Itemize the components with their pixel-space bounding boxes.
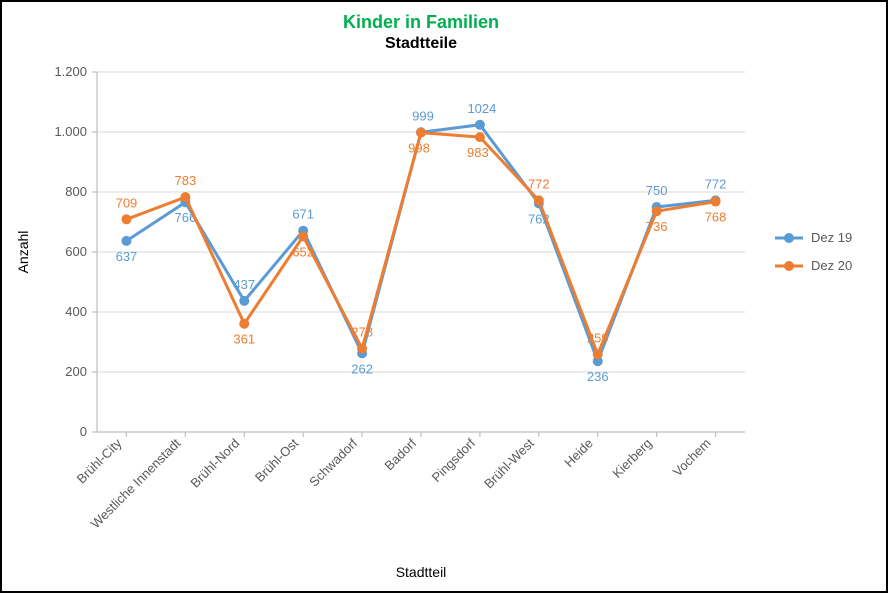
series-marker [416, 128, 426, 138]
data-label: 1024 [467, 101, 496, 116]
x-category-label: Kierberg [609, 436, 654, 481]
series-marker [121, 214, 131, 224]
x-category-label: Brühl-West [481, 435, 537, 491]
data-label: 437 [233, 277, 255, 292]
x-category-label: Badorf [381, 435, 419, 473]
data-label: 361 [233, 332, 255, 347]
x-category-label: Schwadorf [306, 435, 360, 489]
x-category-label: Vochem [670, 436, 714, 480]
legend-marker [784, 233, 794, 243]
x-axis-title: Stadtteil [396, 564, 447, 580]
data-label: 259 [587, 330, 609, 345]
data-label: 652 [292, 244, 314, 259]
series-marker [711, 197, 721, 207]
series-marker [298, 231, 308, 241]
series-line [126, 125, 715, 361]
data-label: 750 [646, 183, 668, 198]
data-label: 772 [705, 176, 727, 191]
line-chart: Kinder in Familien Stadtteile 0 200 400 600 80… [2, 2, 886, 591]
data-label: 637 [116, 249, 138, 264]
data-label: 709 [116, 195, 138, 210]
y-tick-label: 600 [65, 244, 87, 259]
data-label: 262 [351, 361, 373, 376]
series-marker [652, 206, 662, 216]
data-label: 999 [412, 108, 434, 123]
y-tick-label: 0 [80, 424, 87, 439]
data-label: 671 [292, 207, 314, 222]
series-marker [180, 192, 190, 202]
series-marker [121, 236, 131, 246]
x-category-label: Pingsdorf [429, 435, 479, 485]
legend-label: Dez 20 [811, 258, 852, 273]
data-label: 736 [646, 219, 668, 234]
y-tick-label: 800 [65, 184, 87, 199]
series-marker [239, 296, 249, 306]
series-marker [357, 344, 367, 354]
y-tick-label: 200 [65, 364, 87, 379]
x-category-label: Heide [561, 436, 596, 471]
series-marker [593, 349, 603, 359]
x-category-label: Brühl-City [74, 435, 125, 486]
data-label: 768 [705, 210, 727, 225]
series-line [126, 133, 715, 355]
data-label: 983 [467, 145, 489, 160]
data-label: 278 [351, 325, 373, 340]
data-label: 236 [587, 369, 609, 384]
series-marker [239, 319, 249, 329]
y-tick-label: 400 [65, 304, 87, 319]
chart-title-main: Kinder in Familien [343, 12, 499, 32]
series-marker [475, 132, 485, 142]
chart-frame: { "chart": { "type": "line", "title_main… [0, 0, 888, 593]
data-label: 772 [528, 176, 550, 191]
data-label: 998 [408, 141, 430, 156]
y-tick-label: 1.000 [54, 124, 87, 139]
x-category-label: Brühl-Nord [187, 436, 242, 491]
y-axis-title: Anzahl [15, 231, 31, 274]
y-tick-label: 1.200 [54, 64, 87, 79]
x-category-label: Brühl-Ost [252, 435, 302, 485]
chart-title-sub: Stadtteile [385, 35, 457, 52]
series-marker [534, 195, 544, 205]
legend-marker [784, 261, 794, 271]
data-label: 783 [175, 173, 197, 188]
series-marker [475, 120, 485, 130]
legend-label: Dez 19 [811, 230, 852, 245]
